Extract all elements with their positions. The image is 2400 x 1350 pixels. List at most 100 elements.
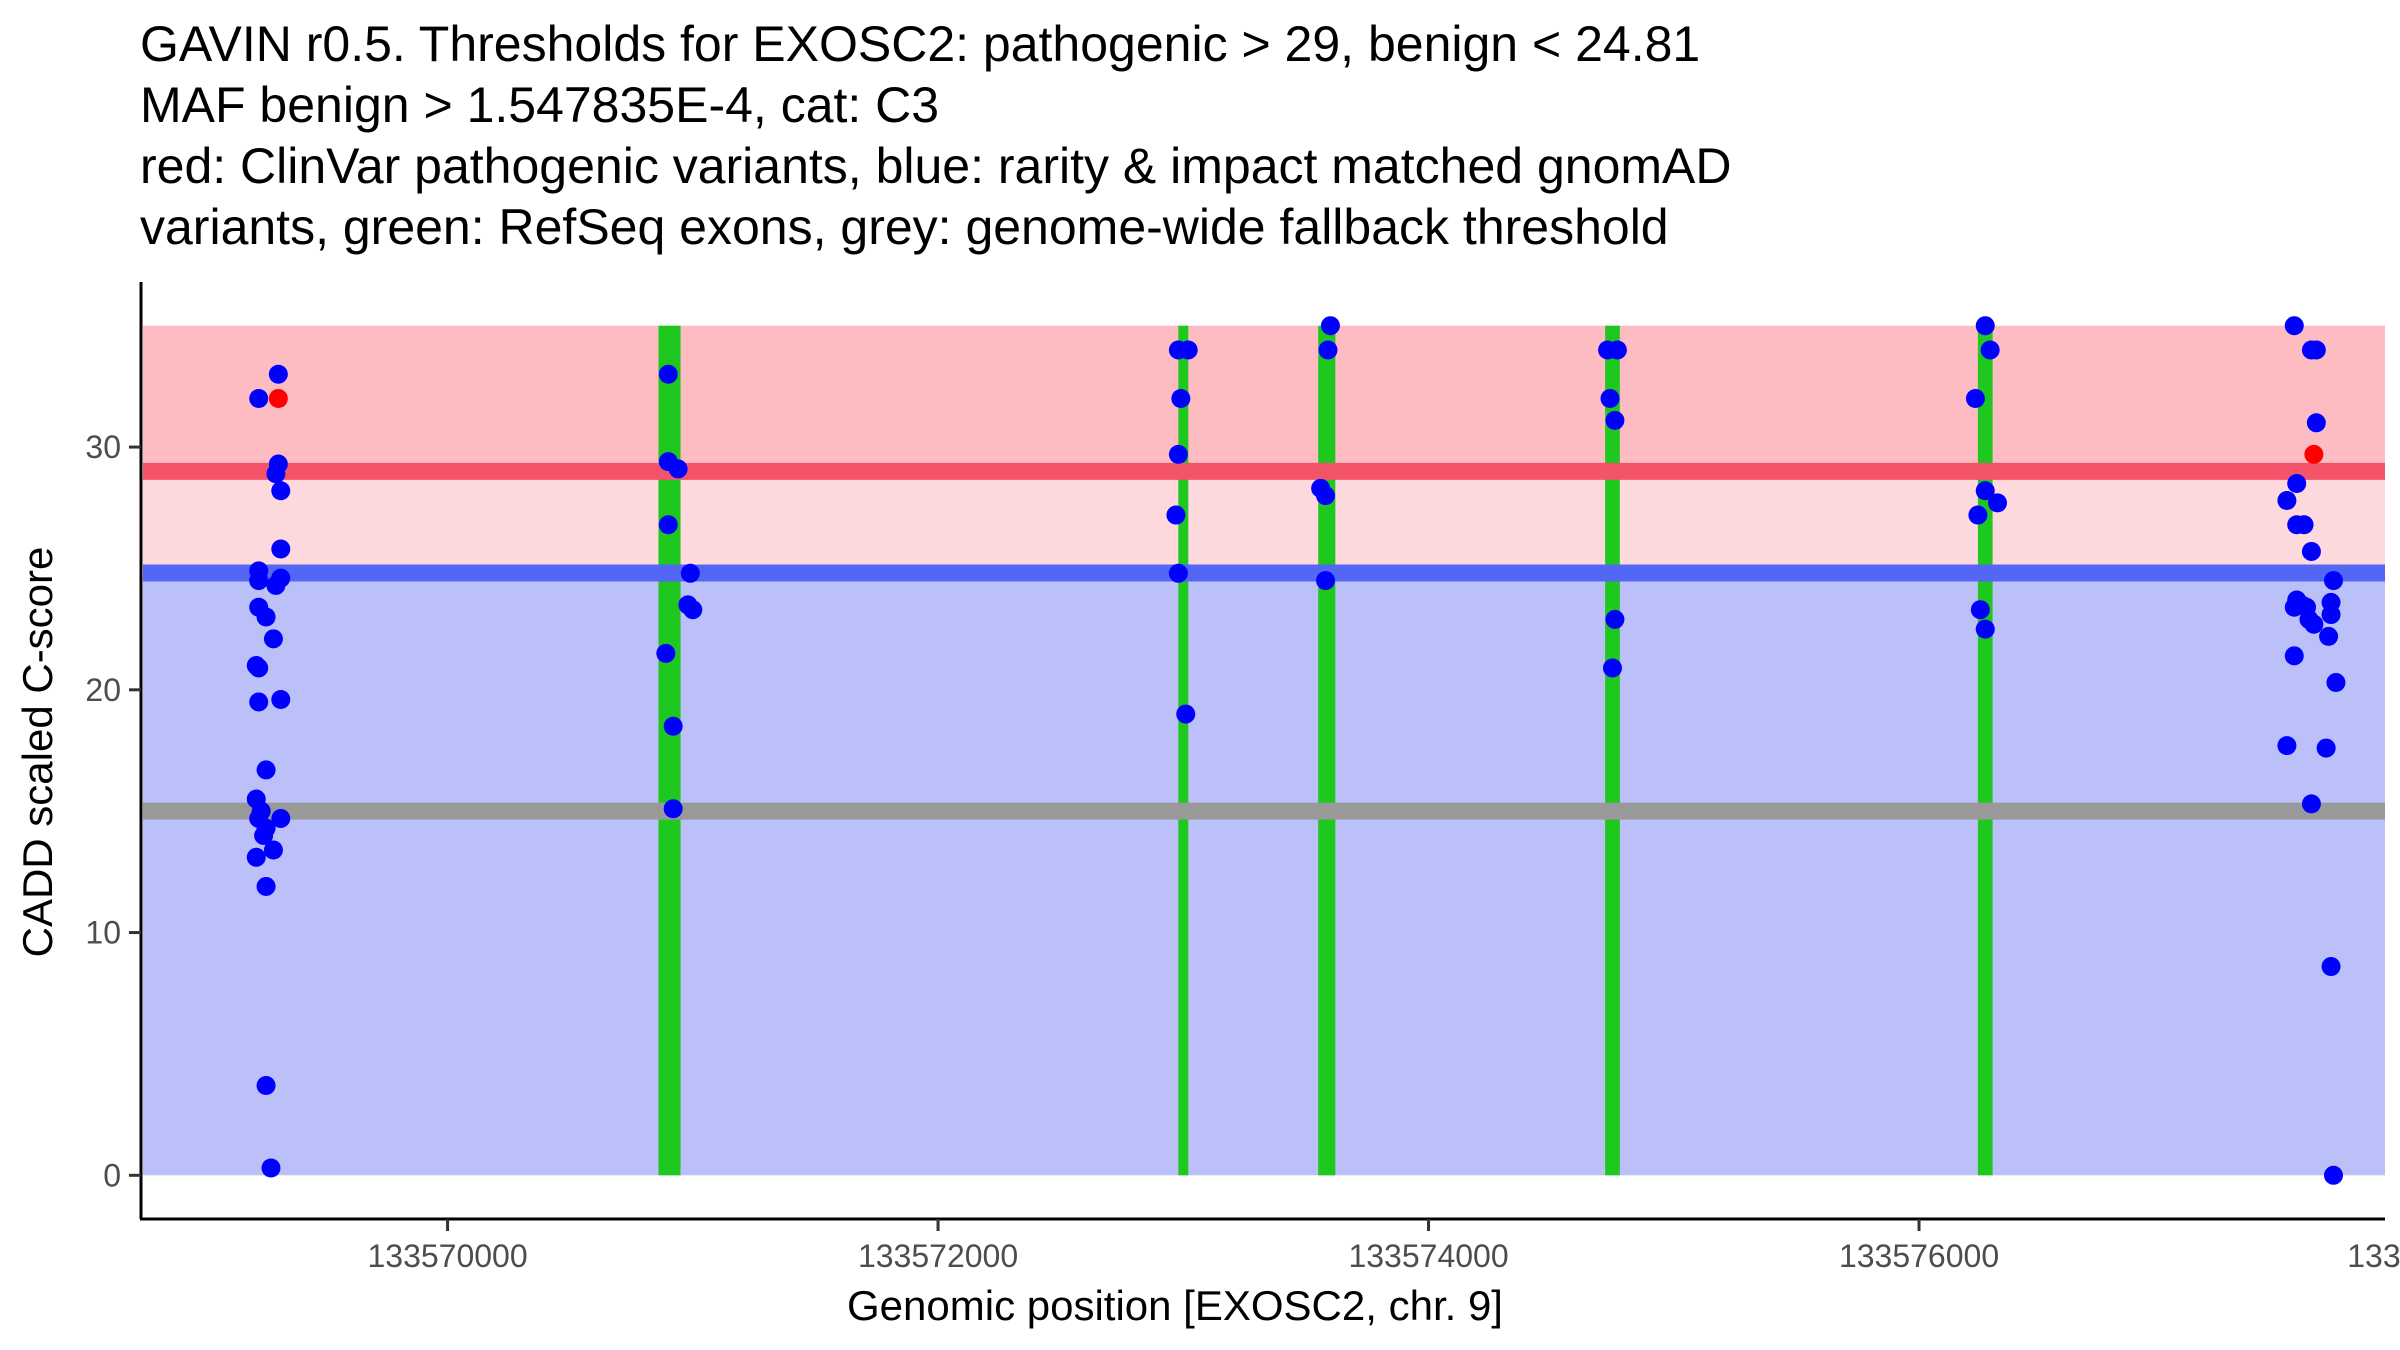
gnomad-point <box>683 600 703 620</box>
gnomad-point <box>2306 340 2326 360</box>
gnomad-point <box>2323 1165 2343 1185</box>
title-line-2: MAF benign > 1.547835E-4, cat: C3 <box>140 77 940 133</box>
gnomad-point <box>2306 413 2326 433</box>
y-tick-label: 0 <box>103 1157 121 1193</box>
threshold-regions <box>143 325 2385 1176</box>
gnomad-point <box>2287 473 2307 493</box>
gnomad-point <box>1975 316 1995 336</box>
axis-ticks: 0 10 20 30 133570000 133572000 133574000 133576… <box>85 429 2400 1274</box>
title-line-1: GAVIN r0.5. Thresholds for EXOSC2: patho… <box>140 16 1701 72</box>
axes <box>139 282 2385 1221</box>
gnomad-point <box>2301 541 2321 561</box>
gnomad-point <box>268 364 288 384</box>
gnomad-point <box>1168 444 1188 464</box>
gnomad-point <box>2326 673 2346 693</box>
gnomad-point <box>1605 609 1625 629</box>
gnomad-point <box>663 799 683 819</box>
gnomad-point <box>2277 490 2297 510</box>
exon-bar-2 <box>1178 325 1189 1176</box>
benign-region <box>143 573 2385 1176</box>
gnomad-point <box>2301 794 2321 814</box>
gnomad-point <box>1975 619 1995 639</box>
gnomad-point <box>2284 646 2304 666</box>
gnomad-point <box>1600 389 1620 409</box>
gnomad-point <box>2321 957 2341 977</box>
gnomad-point <box>1316 571 1336 591</box>
y-tick-label: 30 <box>85 429 121 465</box>
gnomad-point <box>1316 486 1336 506</box>
gnomad-point <box>256 760 276 780</box>
gnomad-point <box>2277 736 2297 756</box>
gnomad-point <box>2316 738 2336 758</box>
gnomad-point <box>254 825 274 845</box>
threshold-lines <box>143 462 2385 820</box>
gnomad-point <box>658 515 678 535</box>
gnomad-point <box>1318 340 1338 360</box>
gnomad-point <box>2304 614 2324 634</box>
y-tick-label: 20 <box>85 672 121 708</box>
x-tick-label: 133572000 <box>858 1238 1018 1274</box>
gnomad-point <box>1171 389 1191 409</box>
gnomad-point <box>266 575 286 595</box>
x-tick-label: 133576000 <box>1839 1238 1999 1274</box>
x-tick-label: 133574000 <box>1348 1238 1508 1274</box>
gnomad-point <box>1980 340 2000 360</box>
exon-bar-1 <box>658 325 681 1176</box>
gnomad-point <box>246 847 266 867</box>
gnomad-point <box>668 459 688 479</box>
gnomad-point <box>271 481 291 501</box>
gnomad-point <box>1178 340 1198 360</box>
exon-bar-4 <box>1605 325 1620 1176</box>
gnomad-point <box>1975 481 1995 501</box>
gnomad-point <box>256 607 276 627</box>
gnomad-point <box>656 643 676 663</box>
x-tick-label: 133570000 <box>367 1238 527 1274</box>
y-axis-title: CADD scaled C-score <box>14 547 61 958</box>
gnomad-point <box>1176 704 1196 724</box>
chart-title: GAVIN r0.5. Thresholds for EXOSC2: patho… <box>140 14 1731 258</box>
gnomad-point <box>261 1158 281 1178</box>
gnomad-point <box>1602 658 1622 678</box>
x-axis-title: Genomic position [EXOSC2, chr. 9] <box>847 1282 1503 1329</box>
pathogenic-region <box>143 325 2385 472</box>
x-tick-label: 1335780 <box>2347 1238 2400 1274</box>
clinvar-point <box>268 389 288 409</box>
exon-bar-5 <box>1977 325 1993 1176</box>
gnomad-point <box>249 658 269 678</box>
gnomad-point <box>256 1075 276 1095</box>
gnomad-point <box>1965 389 1985 409</box>
gnomad-point <box>2321 605 2341 625</box>
title-line-4: variants, green: RefSeq exons, grey: gen… <box>140 199 1669 255</box>
gnomad-point <box>1168 563 1188 583</box>
gnomad-point <box>1166 505 1186 525</box>
gnomad-point <box>249 389 269 409</box>
gnomad-point <box>263 840 283 860</box>
gnomad-point <box>249 571 269 591</box>
clinvar-point <box>2304 444 2324 464</box>
exon-bars <box>658 325 1993 1176</box>
gnomad-point <box>263 629 283 649</box>
y-tick-label: 10 <box>85 915 121 951</box>
gnomad-point <box>658 364 678 384</box>
exon-bar-3 <box>1318 325 1336 1176</box>
gnomad-point <box>1970 600 1990 620</box>
gnomad-point <box>1988 493 2008 513</box>
gnomad-point <box>2323 571 2343 591</box>
title-line-3: red: ClinVar pathogenic variants, blue: … <box>140 138 1732 194</box>
gnomad-point <box>2284 316 2304 336</box>
data-points <box>246 316 2346 1185</box>
gnomad-point <box>1607 340 1627 360</box>
gnomad-point <box>271 808 291 828</box>
gnomad-point <box>2319 626 2339 646</box>
gnomad-point <box>2294 515 2314 535</box>
gnomad-point <box>249 692 269 712</box>
gnomad-point <box>266 464 286 484</box>
gnomad-point <box>663 716 683 736</box>
gnomad-point <box>1605 410 1625 430</box>
gnomad-point <box>680 563 700 583</box>
gnomad-point <box>256 876 276 896</box>
gnomad-point <box>271 539 291 559</box>
intermediate-region <box>143 471 2385 574</box>
gnomad-point <box>271 690 291 710</box>
